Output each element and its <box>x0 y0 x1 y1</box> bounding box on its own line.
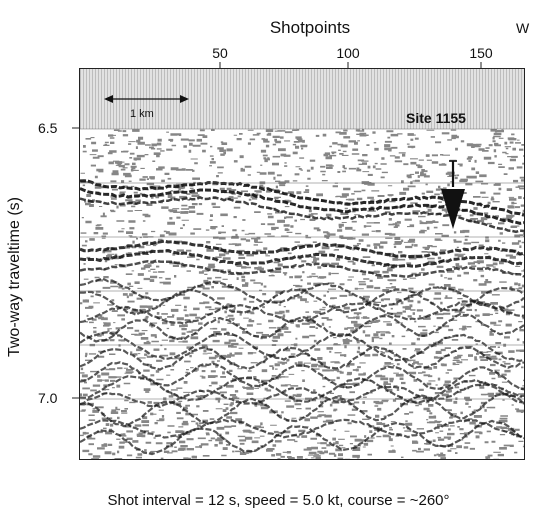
x-tick-label: 150 <box>469 45 493 61</box>
direction-label: W <box>516 20 530 36</box>
site-label: Site 1155 <box>406 110 466 126</box>
y-tick-label: 7.0 <box>38 390 58 406</box>
figure-caption: Shot interval = 12 s, speed = 5.0 kt, co… <box>107 492 450 509</box>
scale-bar-label: 1 km <box>130 108 154 120</box>
time-gridlines <box>80 128 524 400</box>
x-tick-label: 100 <box>336 45 360 61</box>
scale-bar <box>104 95 189 103</box>
seismic-noise <box>80 129 524 459</box>
seismic-reflectors <box>80 179 524 456</box>
seismic-profile-image: 1 km Site 1155 <box>80 69 524 459</box>
y-tick-label: 6.5 <box>38 120 58 136</box>
x-axis-title: Shotpoints <box>269 18 351 37</box>
x-tick-label: 50 <box>212 45 228 61</box>
seismic-section: 1 km Site 1155 <box>79 68 525 460</box>
site-arrow-icon <box>441 160 465 229</box>
